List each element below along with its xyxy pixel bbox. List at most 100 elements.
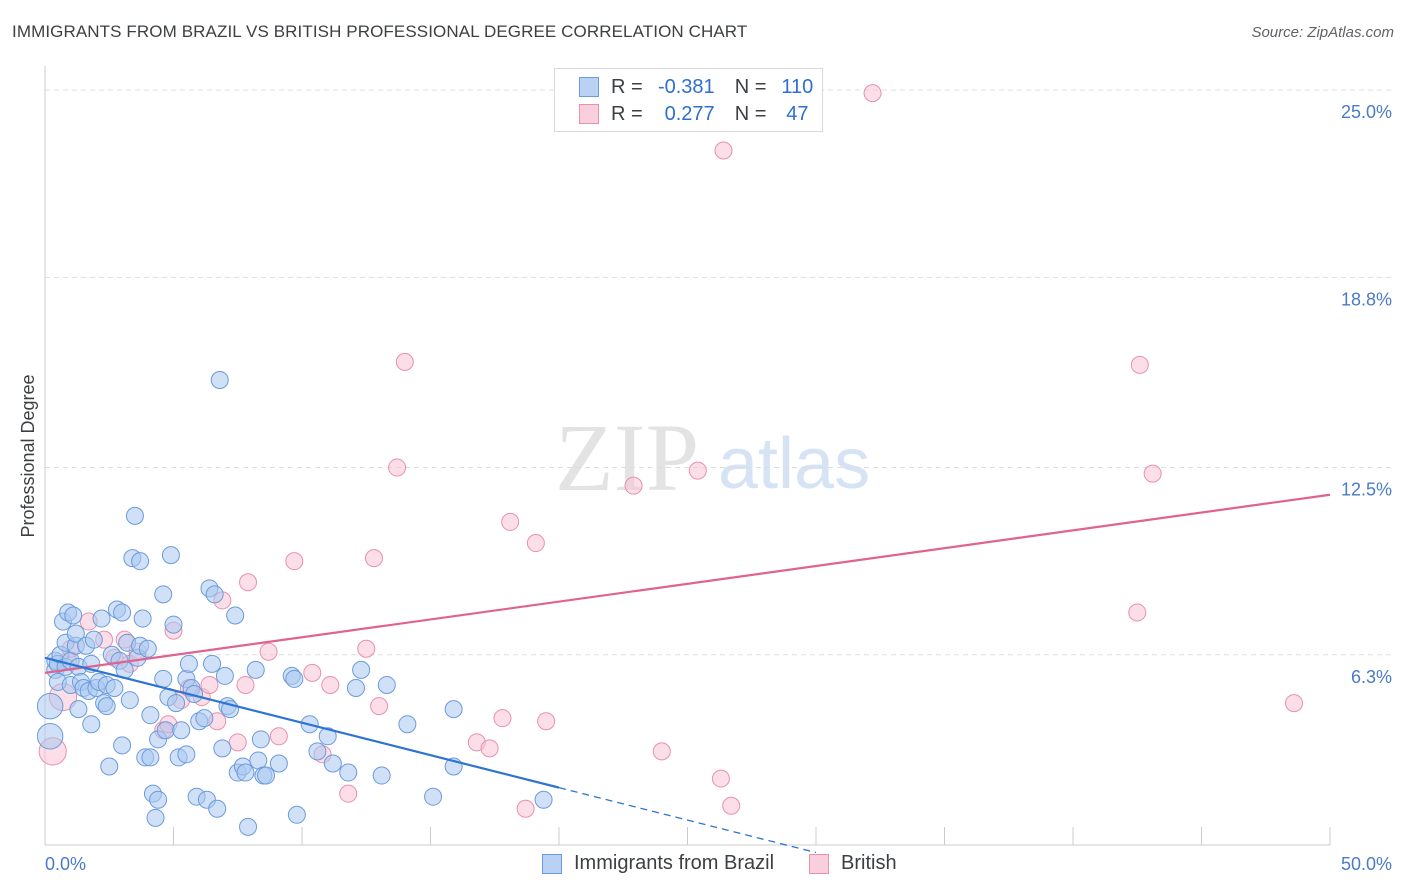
data-point	[493, 709, 512, 728]
data-point	[501, 512, 520, 531]
data-point	[36, 723, 64, 750]
data-point	[863, 84, 882, 103]
series-legend: Immigrants from Brazil British	[0, 852, 1406, 878]
legend-n-label: N =	[734, 75, 767, 98]
series-legend-swatch-british	[809, 853, 829, 874]
data-point	[146, 808, 165, 827]
data-point	[1143, 464, 1162, 483]
data-point	[82, 715, 101, 734]
data-point	[239, 817, 258, 836]
data-point	[120, 691, 139, 710]
data-point	[339, 763, 358, 782]
data-point	[526, 534, 545, 553]
data-point	[246, 660, 265, 679]
data-point	[308, 742, 327, 761]
data-point	[203, 654, 222, 673]
y-tick-label: 25.0%	[1341, 102, 1392, 122]
data-point	[516, 799, 535, 818]
legend-r-label: R =	[611, 102, 643, 125]
data-point	[177, 745, 196, 764]
data-point	[205, 585, 224, 604]
data-point	[722, 796, 741, 815]
data-point	[339, 784, 358, 803]
data-point	[537, 712, 556, 731]
data-point	[36, 692, 64, 720]
watermark: ZIP atlas	[555, 404, 870, 511]
data-point	[208, 799, 227, 818]
data-point	[688, 461, 707, 480]
data-point	[1130, 355, 1149, 374]
data-point	[84, 630, 103, 649]
y-tick-labels: 6.3% 12.5% 18.8% 25.0%	[1341, 102, 1392, 687]
data-point	[321, 675, 340, 694]
data-point	[138, 639, 157, 658]
data-point	[179, 654, 198, 673]
series-legend-british[interactable]: British	[809, 852, 897, 875]
data-point	[323, 754, 342, 773]
data-point	[236, 763, 255, 782]
y-tick-label: 6.3%	[1351, 667, 1392, 687]
data-point	[1128, 603, 1147, 622]
legend-row-brazil: R = -0.381 N = 110	[579, 74, 816, 100]
data-point	[105, 678, 124, 697]
data-point	[113, 736, 132, 755]
watermark-zip: ZIP	[555, 404, 699, 511]
data-point	[210, 370, 229, 389]
data-point	[534, 790, 553, 809]
data-point	[167, 694, 186, 713]
data-point	[195, 709, 214, 728]
data-point	[652, 742, 671, 761]
data-point	[424, 787, 443, 806]
data-point	[125, 506, 144, 525]
data-point	[215, 666, 234, 685]
data-point	[113, 603, 132, 622]
trend-line-brazil-extrapolated	[558, 786, 817, 854]
data-point	[259, 642, 278, 661]
data-point	[257, 766, 276, 785]
data-point	[444, 700, 463, 719]
data-point	[372, 766, 391, 785]
trend-lines	[44, 493, 1331, 854]
legend-r-value: 0.277	[664, 102, 715, 125]
data-point	[249, 751, 268, 770]
data-point	[714, 141, 733, 160]
data-point	[370, 697, 389, 716]
data-point	[100, 757, 119, 776]
series-legend-label-brazil: Immigrants from Brazil	[574, 852, 775, 874]
series-legend-swatch-brazil	[542, 853, 562, 874]
data-point	[69, 700, 88, 719]
legend-r-value: -0.381	[657, 75, 715, 98]
data-point	[251, 730, 270, 749]
series-legend-brazil[interactable]: Immigrants from Brazil	[542, 852, 774, 875]
series-brazil-points	[36, 370, 553, 836]
data-point	[269, 754, 288, 773]
data-point	[156, 721, 175, 740]
data-point	[154, 669, 173, 688]
data-point	[92, 609, 111, 628]
data-point	[287, 805, 306, 824]
data-point	[285, 552, 304, 571]
data-point	[64, 606, 83, 625]
y-tick-label: 18.8%	[1341, 289, 1392, 309]
trend-line-british	[44, 493, 1331, 674]
data-point	[172, 721, 191, 740]
series-legend-label-british: British	[841, 852, 897, 874]
data-point	[149, 790, 168, 809]
legend-swatch-british	[579, 104, 599, 124]
data-point	[388, 458, 407, 477]
legend-swatch-brazil	[579, 77, 599, 97]
x-tick-label: 50.0%	[1341, 854, 1392, 874]
data-point	[164, 615, 183, 634]
data-point	[154, 585, 173, 604]
data-point	[213, 739, 232, 758]
data-point	[346, 678, 365, 697]
legend-n-value: 47	[786, 102, 809, 125]
correlation-legend: R = -0.381 N = 110 R = 0.277 N = 47	[554, 68, 823, 132]
data-point	[303, 663, 322, 682]
data-point	[624, 476, 643, 495]
data-point	[131, 552, 150, 571]
watermark-atlas: atlas	[718, 424, 870, 504]
data-point	[133, 609, 152, 628]
data-point	[395, 352, 414, 371]
